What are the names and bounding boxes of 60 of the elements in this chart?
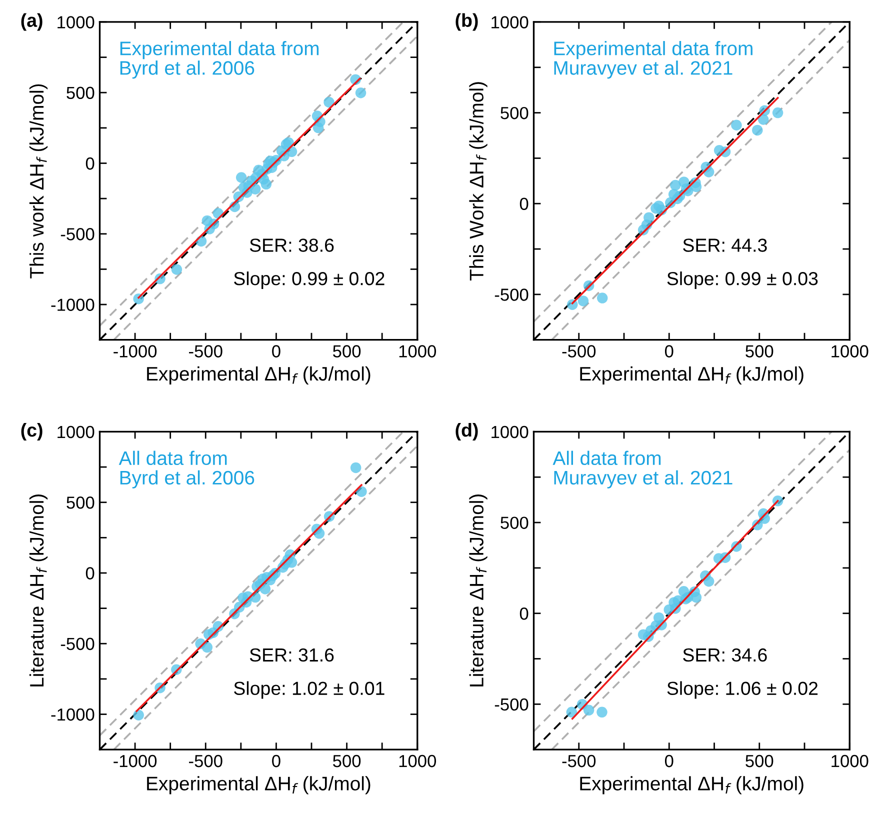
y-axis-title: This work ΔH$_{f}$ (kJ/mol): [29, 84, 48, 278]
y-tick-label: 1000: [492, 426, 528, 438]
annotation: SER: 44.3: [683, 238, 767, 252]
x-tick-label: 500: [333, 754, 361, 768]
y-tick-label: 0: [520, 198, 528, 210]
x-tick-label: -500: [562, 345, 596, 358]
y-tick-label: 0: [520, 608, 528, 620]
chart-title: (a): [21, 13, 42, 31]
x-tick-label: 1000: [399, 345, 436, 358]
annotation: Slope: 0.99 ± 0.02: [234, 271, 384, 289]
y-tick-label: -500: [494, 698, 528, 711]
annotation: Slope: 0.99 ± 0.03: [667, 271, 818, 289]
y-tick-label: 500: [500, 106, 528, 120]
x-axis-title: Experimental ΔH$_{f}$ (kJ/mol): [580, 776, 804, 794]
annotation: Experimental data from Byrd et al. 2006: [120, 41, 319, 79]
annotation: Experimental data from Muravyev et al. 2021: [554, 41, 752, 79]
annotation: All data from Byrd et al. 2006: [118, 450, 254, 488]
y-tick-label: 0: [86, 567, 94, 580]
x-tick-label: 1000: [832, 345, 868, 358]
x-tick-label: 500: [746, 754, 774, 768]
y-tick-label: 1000: [58, 16, 94, 28]
y-tick-label: -500: [60, 638, 94, 650]
chart-title: (b): [456, 13, 478, 31]
x-tick-label: 500: [333, 345, 361, 358]
y-tick-label: 1000: [492, 16, 528, 28]
x-tick-label: -500: [189, 345, 222, 358]
x-tick-label: 0: [664, 345, 674, 358]
x-tick-label: -1000: [114, 754, 157, 768]
annotation: SER: 34.6: [683, 648, 767, 662]
x-tick-label: 1000: [399, 754, 436, 768]
y-tick-label: 0: [86, 157, 94, 170]
x-tick-label: 0: [272, 754, 280, 768]
x-tick-label: -500: [562, 754, 596, 768]
y-tick-label: -1000: [51, 298, 94, 311]
chart-title: (d): [456, 422, 478, 440]
y-tick-label: 500: [66, 496, 94, 509]
y-axis-title: Literature ΔH$_{f}$ (kJ/mol): [29, 494, 48, 686]
y-tick-label: 500: [66, 86, 94, 100]
x-axis-title: Experimental ΔH$_{f}$ (kJ/mol): [580, 366, 804, 385]
y-tick-label: 500: [500, 516, 528, 529]
chart-title: (c): [21, 422, 42, 440]
y-axis-title: This Work ΔH$_{f}$ (kJ/mol): [469, 82, 488, 280]
x-tick-label: -1000: [114, 345, 157, 358]
annotation: Slope: 1.06 ± 0.02: [667, 681, 818, 699]
annotation: Slope: 1.02 ± 0.01: [234, 681, 384, 699]
annotation: SER: 38.6: [250, 238, 334, 252]
x-axis-title: Experimental ΔH$_{f}$ (kJ/mol): [147, 366, 370, 385]
y-axis-title: Literature ΔH$_{f}$ (kJ/mol): [469, 494, 488, 686]
y-tick-label: 1000: [58, 426, 94, 438]
y-tick-label: -500: [494, 288, 528, 301]
annotation: SER: 31.6: [250, 648, 334, 662]
y-tick-label: -500: [60, 228, 94, 240]
x-axis-title: Experimental ΔH$_{f}$ (kJ/mol): [147, 776, 370, 794]
x-tick-label: -500: [189, 754, 222, 768]
x-tick-label: 0: [664, 754, 674, 768]
x-tick-label: 500: [746, 345, 774, 358]
y-tick-label: -1000: [51, 708, 94, 721]
annotation: All data from Muravyev et al. 2021: [552, 450, 732, 488]
x-tick-label: 1000: [832, 754, 868, 768]
x-tick-label: 0: [272, 345, 280, 358]
